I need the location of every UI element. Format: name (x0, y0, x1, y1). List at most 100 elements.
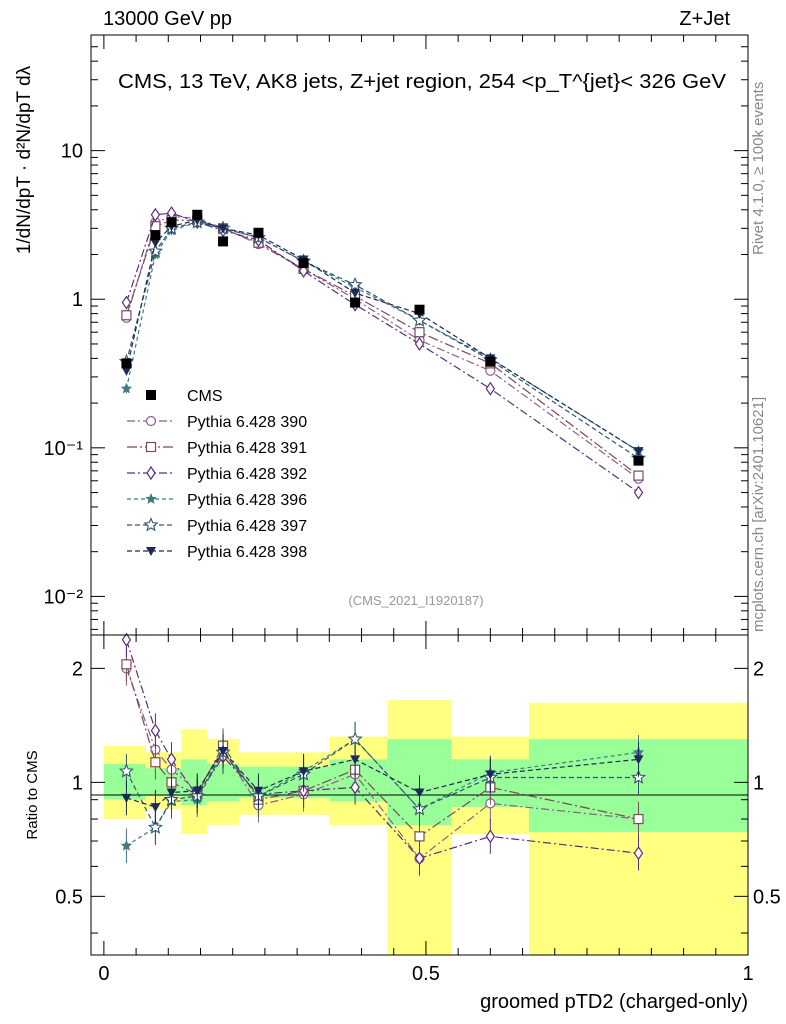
ratio-data-point (485, 829, 496, 844)
rivet-version-label: Rivet 4.1.0, ≥ 100k events (750, 82, 767, 255)
main-data-point (253, 227, 264, 238)
main-data-point (147, 243, 163, 258)
ratio-data-point (253, 786, 264, 796)
main-data-point (633, 455, 644, 466)
main-data-point (350, 289, 361, 299)
main-data-point (298, 258, 309, 269)
x-axis-label: groomed pTD2 (charged-only) (480, 991, 748, 1013)
main-series-line (125, 221, 639, 459)
ratio-data-point (120, 839, 133, 851)
main-data-point (120, 382, 133, 394)
legend-label: Pythia 6.428 397 (187, 518, 307, 535)
main-y-tick-label: 10 (61, 141, 83, 163)
main-series-line (125, 219, 639, 477)
ratio-y-tick-label-left: 2 (72, 658, 83, 680)
main-y-ticks: 10⁻² 10⁻¹ 1 10 (44, 34, 749, 635)
ratio-y-tick-label-right: 1 (753, 772, 764, 794)
main-panel: CMS, 13 TeV, AK8 jets, Z+jet region, 254… (44, 34, 749, 636)
legend-marker (143, 517, 159, 532)
legend-marker (146, 547, 156, 556)
ratio-y-tick-label-left: 0.5 (55, 886, 83, 908)
main-data-point (166, 217, 177, 228)
ratio-data-point (633, 755, 644, 765)
legend-marker (146, 390, 156, 400)
ratio-data-point (118, 763, 134, 778)
main-y-tick-label: 1 (72, 289, 83, 311)
ratio-y-tick-label-right: 2 (753, 658, 764, 680)
ratio-data-point (633, 813, 644, 825)
main-data-point (150, 230, 161, 241)
main-data-point (150, 238, 161, 248)
ratio-data-point (150, 723, 161, 738)
ratio-data-point (633, 846, 644, 861)
ratio-data-point (121, 632, 132, 647)
main-series-line (125, 221, 639, 452)
main-data-point (633, 470, 644, 481)
ratio-series (118, 632, 647, 876)
main-data-point (192, 209, 203, 220)
ratio-data-point (192, 786, 203, 796)
ratio-data-point (414, 831, 425, 842)
ratio-data-point (121, 659, 132, 670)
main-y-tick-label: 10⁻¹ (44, 438, 84, 460)
legend-marker (145, 415, 157, 427)
header-left: 13000 GeV pp (103, 8, 232, 30)
main-data-point (414, 336, 425, 352)
ratio-panel: 0.5 0.5 1 1 2 2 0 0.5 1 (55, 632, 781, 985)
main-data-point (218, 224, 229, 234)
main-data-point (411, 312, 428, 327)
ratio-data-point (414, 788, 425, 798)
ratio-frame (90, 634, 749, 956)
main-data-point (633, 485, 644, 500)
ratio-data-point (630, 769, 647, 784)
ratio-data-point (166, 788, 177, 798)
main-data-point (414, 304, 425, 315)
main-title: CMS, 13 TeV, AK8 jets, Z+jet region, 254… (118, 71, 727, 93)
main-data-point (414, 327, 425, 338)
main-data-point (121, 366, 132, 376)
ratio-data-point (350, 780, 360, 795)
ratio-data-point (121, 793, 132, 803)
header-right: Z+Jet (679, 8, 730, 30)
ratio-data-point (485, 770, 496, 780)
ratio-uncertainty-bands (103, 700, 748, 955)
main-data-point (347, 276, 363, 292)
ratio-y-ticks: 0.5 0.5 1 1 2 2 (55, 658, 781, 934)
main-data-point (121, 310, 132, 321)
ratio-data-point (350, 755, 361, 765)
ratio-y-tick-label-left: 1 (72, 772, 83, 794)
ratio-y-axis-label: Ratio to CMS (24, 750, 41, 839)
x-tick-label: 1 (742, 963, 753, 985)
ratio-series-line (126, 738, 639, 847)
ratio-data-point (414, 851, 425, 866)
x-tick-label: 0 (98, 963, 109, 985)
ratio-data-point (298, 767, 309, 777)
main-data-point (218, 236, 229, 247)
main-data-point (350, 297, 361, 308)
main-data-point (121, 295, 132, 310)
legend-marker (146, 465, 156, 481)
main-data-point (485, 356, 496, 367)
legend-label: Pythia 6.428 392 (187, 466, 307, 483)
ratio-data-point (147, 819, 163, 834)
x-tick-label: 0.5 (412, 963, 440, 985)
main-data-point (485, 381, 496, 396)
ratio-y-tick-label-right: 0.5 (753, 886, 781, 908)
ratio-data-point (166, 752, 177, 767)
main-series (118, 205, 647, 500)
ratio-data-point (150, 803, 161, 813)
watermark: (CMS_2021_I1920187) (348, 593, 483, 608)
ratio-band-inner (239, 766, 330, 798)
main-y-tick-label: 10⁻² (44, 586, 84, 608)
legend-label: Pythia 6.428 391 (187, 440, 307, 457)
mcplots-credit-label: mcplots.cern.ch [arXiv:2401.10621] (750, 397, 767, 632)
ratio-data-point (218, 747, 229, 757)
main-data-point (150, 207, 161, 222)
legend: CMS Pythia 6.428 390 Pythia 6.428 391 Pythi… (127, 388, 307, 561)
main-data-point (633, 447, 644, 457)
legend-label: Pythia 6.428 396 (187, 492, 307, 509)
legend-label: Pythia 6.428 398 (187, 544, 307, 561)
legend-label: Pythia 6.428 390 (187, 414, 307, 431)
legend-label: CMS (187, 388, 223, 405)
